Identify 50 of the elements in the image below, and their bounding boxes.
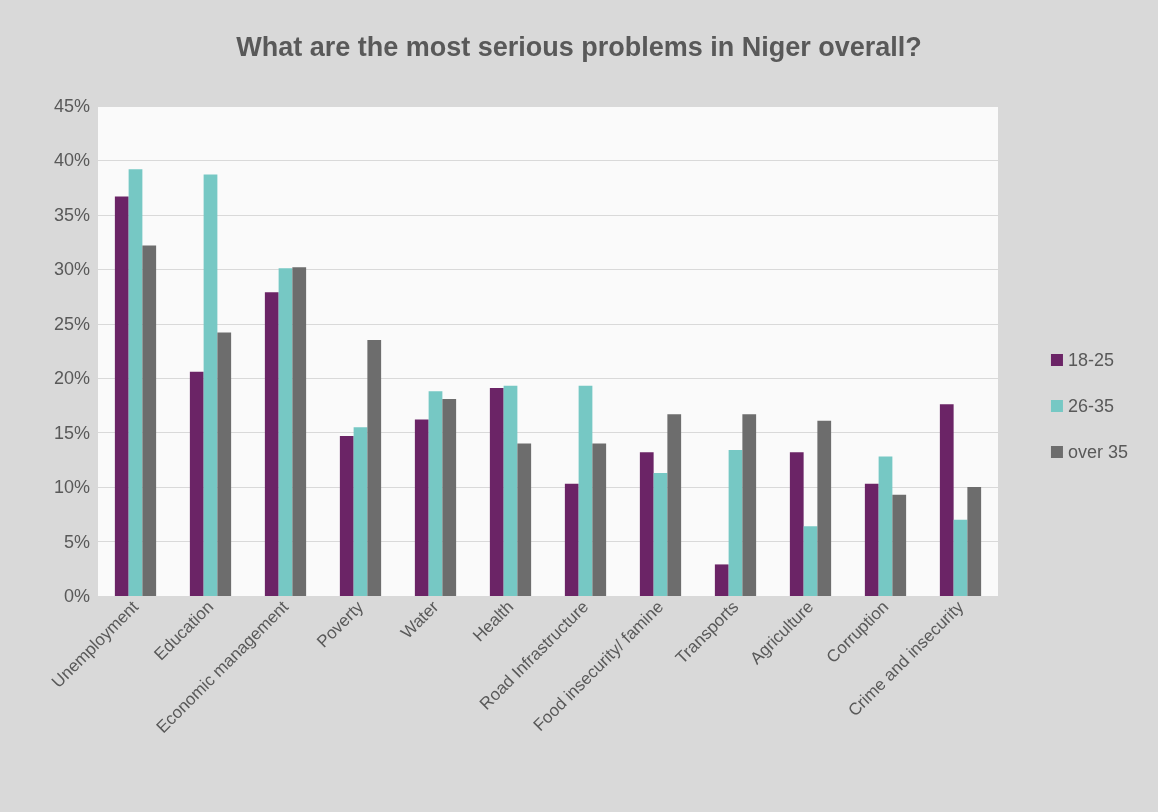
- y-tick-label: 40%: [53, 150, 90, 171]
- bar: [878, 456, 893, 596]
- legend-label: 18-25: [1067, 350, 1115, 370]
- legend-label: 26-35: [1067, 396, 1115, 416]
- bar: [503, 385, 518, 596]
- bar: [864, 483, 879, 596]
- y-tick-label: 35%: [53, 204, 90, 225]
- bar: [414, 419, 429, 596]
- bar: [264, 292, 279, 596]
- bar: [789, 452, 804, 596]
- bar: [953, 519, 968, 596]
- bar: [714, 564, 729, 596]
- bar: [278, 268, 293, 596]
- bar: [128, 169, 143, 596]
- bar: [217, 332, 232, 596]
- y-tick-label: 20%: [53, 368, 90, 389]
- y-tick-label: 45%: [53, 96, 90, 116]
- bar: [442, 398, 457, 596]
- bar: [564, 483, 579, 596]
- bar: [203, 174, 218, 596]
- bar: [489, 388, 504, 596]
- bar: [428, 391, 443, 596]
- y-tick-label: 0%: [63, 586, 90, 606]
- bar: [517, 443, 532, 596]
- bar: [592, 443, 607, 596]
- bar: [292, 267, 307, 596]
- bar: [142, 245, 157, 596]
- bar: [639, 452, 654, 596]
- y-tick-label: 25%: [53, 313, 90, 334]
- bar: [189, 371, 204, 596]
- bar: [892, 494, 907, 596]
- bar: [353, 427, 368, 596]
- y-tick-label: 10%: [53, 477, 90, 498]
- legend-label: over 35: [1067, 442, 1129, 462]
- bar: [578, 385, 593, 596]
- bar: [653, 472, 668, 596]
- y-tick-label: 5%: [63, 531, 90, 552]
- bar: [339, 435, 354, 596]
- chart-title: What are the most serious problems in Niger overall?: [236, 31, 922, 62]
- bar: [114, 196, 129, 596]
- bar: [728, 450, 743, 596]
- bar: [939, 404, 954, 596]
- bar: [803, 526, 818, 596]
- bar: [742, 414, 757, 596]
- bar: [967, 487, 982, 596]
- bar: [367, 340, 382, 596]
- y-tick-label: 15%: [53, 422, 90, 443]
- y-tick-label: 30%: [53, 259, 90, 280]
- bar: [817, 420, 832, 596]
- bar: [667, 414, 682, 596]
